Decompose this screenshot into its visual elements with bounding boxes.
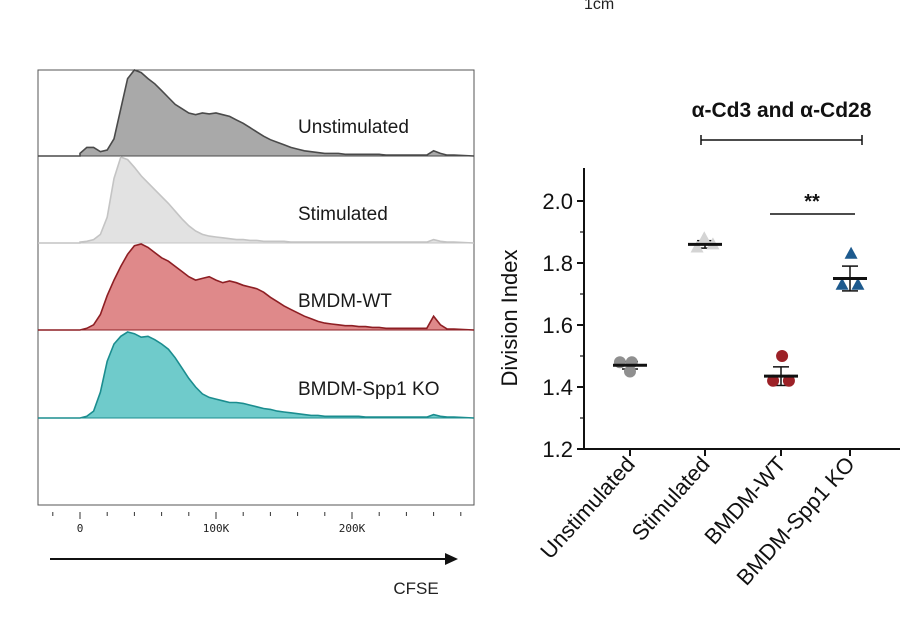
- point-bmdm-wt: [782, 374, 795, 387]
- point-bmdm-wt: [767, 374, 780, 387]
- point-stimulated: [690, 240, 704, 253]
- x-tick-label: 0: [77, 522, 84, 535]
- cfse-histogram-panel: Unstimulated Stimulated BMDM-WT BMDM-Spp1 K…: [37, 69, 475, 598]
- y-tick-label: 1.2: [542, 437, 573, 462]
- x-axis-title: CFSE: [393, 579, 438, 598]
- histogram-label-unstimulated: Unstimulated: [298, 117, 409, 138]
- point-bmdm-spp1-ko: [844, 246, 858, 259]
- histogram-stimulated-area: [80, 157, 454, 243]
- histogram-bmdm-wt-line: [38, 243, 475, 331]
- point-stimulated: [697, 231, 711, 244]
- histogram-label-stimulated: Stimulated: [298, 204, 388, 225]
- y-tick-label: 1.6: [542, 313, 573, 338]
- y-tick-label: 2.0: [542, 189, 573, 214]
- cfse-arrow-head: [445, 553, 458, 565]
- treatment-label: α-Cd3 and α-Cd28: [692, 99, 872, 122]
- significance-stars: **: [804, 191, 820, 213]
- x-category-label-unstimulated: Unstimulated: [535, 452, 639, 564]
- x-tick-label: 100K: [203, 522, 230, 535]
- histogram-label-bmdm-spp1-ko: BMDM-Spp1 KO: [298, 379, 439, 400]
- point-bmdm-spp1-ko: [835, 277, 849, 290]
- x-category-label-bmdm-spp1-ko: BMDM-Spp1 KO: [732, 452, 860, 590]
- histogram-unstimulated-area: [80, 70, 454, 156]
- histogram-label-bmdm-wt: BMDM-WT: [298, 291, 392, 312]
- point-bmdm-wt: [776, 350, 789, 362]
- histogram-bmdm-spp1-ko-line: [38, 331, 475, 419]
- y-tick-label: 1.4: [542, 375, 573, 400]
- division-index-panel: 1.2 1.4 1.6 1.8 2.0 Division Index Unstimulate…: [497, 99, 900, 590]
- y-axis-title: Division Index: [497, 250, 522, 387]
- histogram-stimulated-line: [38, 155, 475, 244]
- y-tick-label: 1.8: [542, 251, 573, 276]
- histogram-bmdm-spp1-ko-area: [80, 332, 454, 418]
- x-tick-label: 200K: [339, 522, 366, 535]
- point-bmdm-spp1-ko: [851, 277, 865, 290]
- point-unstimulated: [624, 365, 636, 378]
- scale-bar-label: 1cm: [584, 0, 615, 13]
- histogram-unstimulated-line: [38, 69, 475, 157]
